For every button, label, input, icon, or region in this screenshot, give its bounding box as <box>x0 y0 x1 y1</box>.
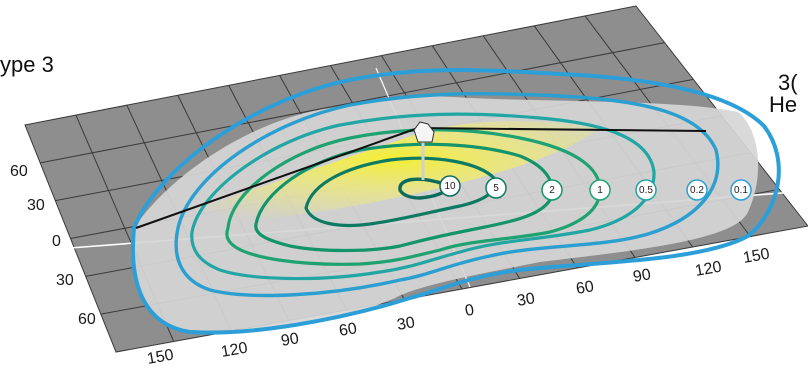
contour-label-text: 0.1 <box>734 185 748 196</box>
x-tick-label: 90 <box>632 266 653 286</box>
x-tick-label: 150 <box>742 246 771 267</box>
contour-label-badge <box>541 179 563 201</box>
left-title: ype 3 <box>0 52 54 77</box>
x-tick-label: 150 <box>146 347 175 368</box>
contour-label-text: 0.5 <box>639 185 653 196</box>
right-title-line1: 3( <box>778 70 798 95</box>
contour-label-text: 5 <box>493 183 499 194</box>
x-tick-label: 120 <box>220 340 249 361</box>
x-tick-label: 30 <box>396 314 417 334</box>
contour-label-text: 0.2 <box>690 185 704 196</box>
contour-label-0.5: 0.5 <box>635 179 657 201</box>
y-tick-label: 30 <box>27 197 45 214</box>
contour-label-badge <box>686 179 708 201</box>
centerline-trajectory <box>417 127 707 132</box>
contour-labels: 10 5 2 1 0.5 0.2 0.1 <box>439 175 752 201</box>
contour-label-text: 10 <box>444 181 456 192</box>
contour-label-1: 1 <box>589 179 611 201</box>
stack-source-icon <box>413 121 435 143</box>
contour-0.5 <box>190 112 656 281</box>
right-title-line2: He <box>769 92 797 117</box>
y-tick-label: 60 <box>10 163 28 180</box>
contour-label-0.2: 0.2 <box>686 179 708 201</box>
x-tick-label: 30 <box>516 290 537 310</box>
plume-area <box>133 96 759 331</box>
x-tick-label: 60 <box>338 320 359 340</box>
y-tick-label: 0 <box>52 233 61 250</box>
contour-label-10: 10 <box>439 175 461 197</box>
tick-labels: 60 30 0 30 60 150 120 90 60 30 0 30 60 90 120 150 <box>10 163 771 368</box>
x-tick-label: 60 <box>575 278 596 298</box>
contour-1 <box>225 128 602 266</box>
grid-line-along <box>40 42 665 164</box>
contour-label-2: 2 <box>541 179 563 201</box>
x-tick-label: 90 <box>280 330 301 350</box>
y-tick-label: 60 <box>78 311 96 328</box>
stack-plume-line <box>135 127 419 229</box>
contour-label-5: 5 <box>485 177 507 199</box>
contour-2 <box>254 142 554 253</box>
contour-label-text: 2 <box>549 185 555 196</box>
contour-0.2 <box>174 91 720 298</box>
x-tick-label: 0 <box>464 302 476 320</box>
contour-label-badge <box>439 175 461 197</box>
x-tick-label: 120 <box>694 259 723 280</box>
contour-label-text: 1 <box>597 185 603 196</box>
y-tick-label: 30 <box>56 272 74 289</box>
contour-label-badge <box>589 179 611 201</box>
contour-label-badge <box>730 179 752 201</box>
contour-0.1 <box>131 68 781 335</box>
contour-label-badge <box>635 179 657 201</box>
contour-label-badge <box>485 177 507 199</box>
contour-label-0.1: 0.1 <box>730 179 752 201</box>
